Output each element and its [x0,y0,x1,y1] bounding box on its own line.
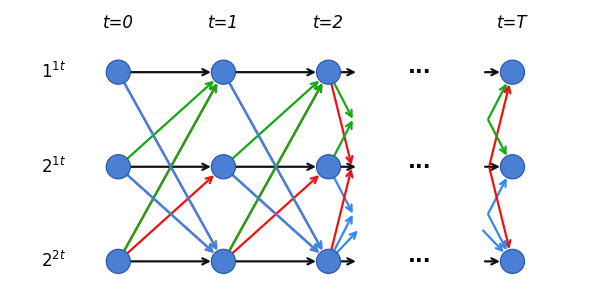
Text: ···: ··· [408,157,432,177]
FancyArrowPatch shape [334,217,352,250]
Circle shape [317,249,340,273]
FancyArrowPatch shape [233,175,317,251]
FancyArrowPatch shape [341,69,353,75]
Text: $1^{1t}$: $1^{1t}$ [40,62,66,82]
FancyArrowPatch shape [233,175,317,251]
FancyArrowPatch shape [229,85,321,250]
FancyArrowPatch shape [128,82,212,159]
FancyArrowPatch shape [131,69,208,75]
Text: t=1: t=1 [208,14,239,32]
FancyArrowPatch shape [124,85,216,250]
Text: ···: ··· [408,251,432,271]
Circle shape [500,249,525,273]
Circle shape [106,249,131,273]
FancyArrowPatch shape [483,230,502,250]
FancyArrowPatch shape [131,258,208,265]
FancyArrowPatch shape [488,180,505,214]
FancyArrowPatch shape [485,258,498,265]
FancyArrowPatch shape [331,171,352,249]
Circle shape [106,155,131,179]
Circle shape [500,155,525,179]
Text: t=2: t=2 [313,14,344,32]
Circle shape [211,155,235,179]
Circle shape [317,155,340,179]
FancyArrowPatch shape [334,83,352,117]
FancyArrowPatch shape [331,84,352,163]
FancyArrowPatch shape [488,120,505,153]
Text: $2^{1t}$: $2^{1t}$ [40,157,66,177]
FancyArrowPatch shape [233,177,317,253]
FancyArrowPatch shape [229,85,321,250]
FancyArrowPatch shape [124,83,216,248]
Circle shape [211,249,235,273]
FancyArrowPatch shape [334,178,352,211]
FancyArrowPatch shape [236,164,314,170]
FancyArrowPatch shape [489,87,510,165]
Circle shape [317,60,340,84]
FancyArrowPatch shape [341,258,353,265]
Text: t=T: t=T [497,14,527,32]
FancyArrowPatch shape [229,83,321,248]
FancyArrowPatch shape [334,122,352,156]
FancyArrowPatch shape [124,83,216,248]
FancyArrowPatch shape [488,85,505,119]
FancyArrowPatch shape [236,258,314,265]
FancyArrowPatch shape [341,164,353,170]
Text: $2^{2t}$: $2^{2t}$ [40,251,66,271]
FancyArrowPatch shape [485,69,498,75]
FancyArrowPatch shape [337,232,356,252]
FancyArrowPatch shape [124,85,216,250]
FancyArrowPatch shape [131,164,208,170]
Text: ···: ··· [408,62,432,82]
FancyArrowPatch shape [128,177,212,253]
FancyArrowPatch shape [128,175,212,251]
FancyArrowPatch shape [233,82,317,159]
Circle shape [211,60,235,84]
FancyArrowPatch shape [128,175,212,251]
FancyArrowPatch shape [236,69,314,75]
Circle shape [106,60,131,84]
FancyArrowPatch shape [488,215,505,248]
FancyArrowPatch shape [489,169,510,247]
FancyArrowPatch shape [485,164,498,170]
Text: t=0: t=0 [103,14,134,32]
FancyArrowPatch shape [229,83,321,248]
Circle shape [500,60,525,84]
